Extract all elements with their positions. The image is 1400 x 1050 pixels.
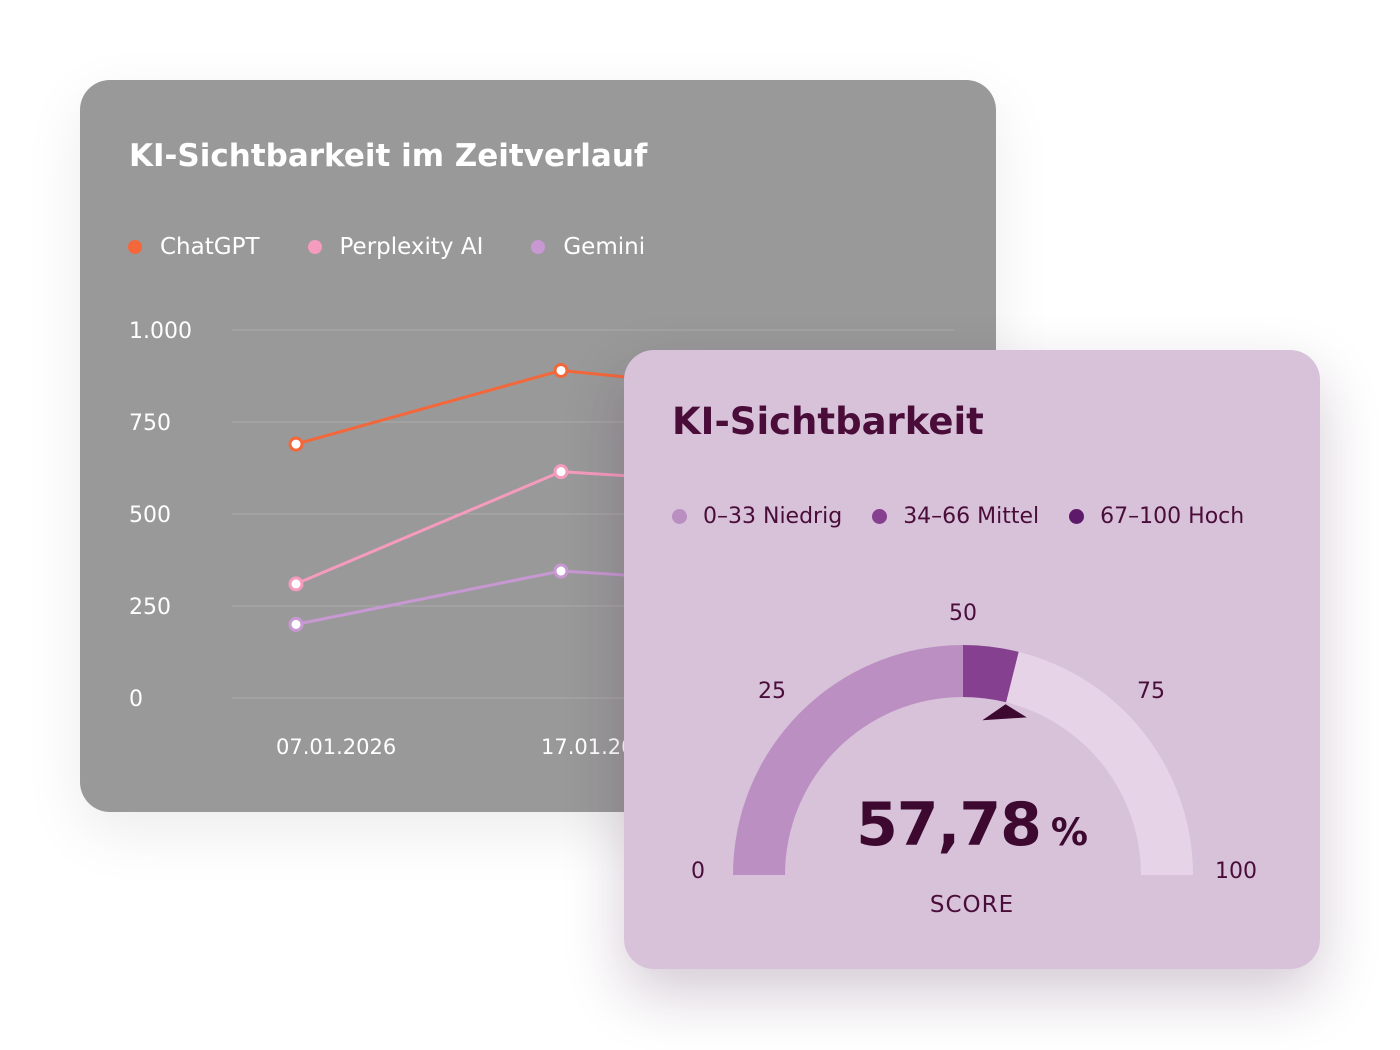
data-point-gemini [553,563,569,579]
data-point-chatgpt [553,362,569,378]
legend-dot-perplexity-ai [307,240,322,254]
gauge-tick-label: 50 [949,601,977,626]
gauge-tick-label: 0 [691,859,705,884]
legend-dot-low [672,509,687,524]
y-tick-label: 1.000 [129,319,192,344]
y-tick-label: 250 [129,595,171,620]
data-point-perplexity-ai [553,464,569,480]
legend-label-mid: 34–66 Mittel [903,504,1040,529]
gauge-tick-label: 100 [1215,859,1257,884]
data-point-perplexity-ai [288,576,304,592]
gauge-band-0 [733,645,963,875]
legend-dot-chatgpt [128,240,142,254]
legend-item-gemini: Gemini [531,234,645,260]
data-point-gemini [288,616,304,632]
legend-item-low: 0–33 Niedrig [672,504,842,529]
gauge-band-2 [1006,651,1193,875]
legend-label-perplexity-ai: Perplexity AI [339,234,484,260]
score-value: 57,78% [624,790,1320,860]
score-number: 57,78 [856,790,1042,860]
score-unit: % [1050,811,1088,854]
line-chart-title: KI-Sichtbarkeit im Zeitverlauf [129,138,648,174]
y-tick-label: 750 [129,411,171,436]
legend-dot-high [1069,509,1085,524]
gauge-tick-label: 75 [1137,679,1165,704]
y-tick-label: 0 [129,687,143,712]
score-label: SCORE [929,892,1015,918]
gauge-pointer [982,704,1027,721]
line-chart-legend: ChatGPT Perplexity AI Gemini [128,234,693,260]
legend-item-perplexity-ai: Perplexity AI [307,234,484,260]
gauge-title: KI-Sichtbarkeit [672,400,984,443]
legend-dot-mid [872,509,888,524]
data-point-chatgpt [288,436,304,452]
gauge-legend: 0–33 Niedrig 34–66 Mittel 67–100 Hoch [672,504,1274,529]
x-tick-label: 07.01.2026 [276,735,396,759]
legend-item-high: 67–100 Hoch [1069,504,1244,529]
legend-label-chatgpt: ChatGPT [160,234,260,260]
legend-dot-gemini [531,240,546,254]
y-tick-label: 500 [129,503,171,528]
gauge-plot: 0 25 50 75 100 [691,601,1257,884]
legend-label-high: 67–100 Hoch [1100,504,1245,529]
legend-item-mid: 34–66 Mittel [872,504,1039,529]
gauge-card: KI-Sichtbarkeit 0–33 Niedrig 34–66 Mitte… [624,350,1320,969]
legend-item-chatgpt: ChatGPT [128,234,260,260]
legend-label-low: 0–33 Niedrig [703,504,843,529]
gauge-tick-label: 25 [758,679,786,704]
gauge-band-1 [963,645,1019,703]
legend-label-gemini: Gemini [563,234,646,260]
